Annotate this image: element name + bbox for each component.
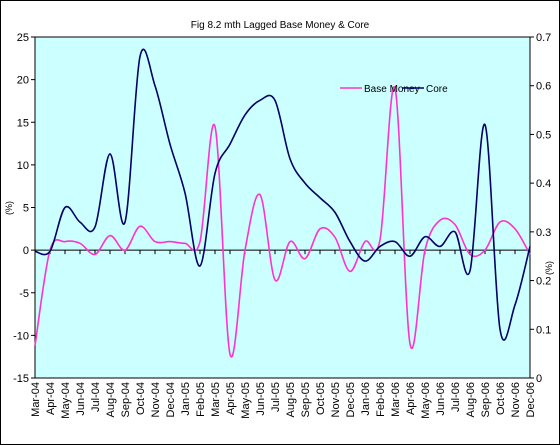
y2-tick-label: 0.1 bbox=[536, 324, 551, 336]
y-axis-label: (%) bbox=[4, 201, 14, 215]
x-tick-label: Mar-05 bbox=[210, 382, 222, 417]
x-tick-label: Sep-05 bbox=[300, 382, 312, 417]
x-tick-label: Nov-04 bbox=[150, 382, 162, 417]
x-tick-label: Apr-06 bbox=[405, 382, 417, 415]
x-tick-label: Apr-04 bbox=[45, 382, 57, 415]
y2-tick-label: 0.5 bbox=[536, 129, 551, 141]
legend-label: Core bbox=[426, 84, 448, 95]
x-tick-label: Jan-06 bbox=[360, 382, 372, 416]
x-tick-label: Jun-06 bbox=[435, 382, 447, 416]
line-series bbox=[34, 85, 531, 358]
y-tick-label: 10 bbox=[17, 160, 29, 172]
x-tick-label: Jun-04 bbox=[75, 382, 87, 416]
x-tick-label: Aug-06 bbox=[465, 382, 477, 417]
y-tick-label: -15 bbox=[13, 373, 29, 385]
plot-area bbox=[34, 36, 531, 379]
x-tick-label: Mar-04 bbox=[30, 382, 42, 417]
x-tick-label: Sep-04 bbox=[120, 382, 132, 417]
y2-tick-label: 0.4 bbox=[536, 178, 551, 190]
x-tick-label: Jan-05 bbox=[180, 382, 192, 416]
y-tick-label: 5 bbox=[23, 203, 29, 215]
line-series bbox=[34, 48, 531, 341]
x-tick-label: Aug-05 bbox=[285, 382, 297, 417]
y-tick-label: -5 bbox=[19, 288, 29, 300]
x-tick-label: Dec-06 bbox=[525, 382, 537, 417]
chart-title: Fig 8.2 mth Lagged Base Money & Core bbox=[191, 20, 370, 31]
y-tick-label: 20 bbox=[17, 75, 29, 87]
x-tick-label: May-06 bbox=[420, 382, 432, 419]
x-tick-label: Feb-06 bbox=[375, 382, 387, 417]
y2-tick-label: 0 bbox=[536, 373, 542, 385]
x-tick-label: May-05 bbox=[240, 382, 252, 419]
y-tick-label: 25 bbox=[17, 32, 29, 44]
x-tick-label: Oct-05 bbox=[315, 382, 327, 415]
y-tick-label: 0 bbox=[23, 245, 29, 257]
x-tick-label: May-04 bbox=[60, 382, 72, 419]
x-tick-label: Jul-05 bbox=[270, 382, 282, 412]
y-tick-label: 15 bbox=[17, 117, 29, 129]
x-tick-label: Oct-06 bbox=[495, 382, 507, 415]
x-tick-label: Feb-05 bbox=[195, 382, 207, 417]
x-tick-label: Nov-06 bbox=[510, 382, 522, 417]
x-tick-label: Dec-05 bbox=[345, 382, 357, 417]
y2-tick-label: 0.2 bbox=[536, 276, 551, 288]
y2-axis-label: (%) bbox=[544, 261, 554, 275]
x-tick-label: Jul-04 bbox=[90, 382, 102, 412]
x-tick-label: Jun-05 bbox=[255, 382, 267, 416]
y-tick-label: -10 bbox=[13, 330, 29, 342]
x-tick-label: Nov-05 bbox=[330, 382, 342, 417]
x-tick-label: Aug-04 bbox=[105, 382, 117, 417]
y2-tick-label: 0.7 bbox=[536, 32, 551, 44]
x-tick-label: Jul-06 bbox=[450, 382, 462, 412]
x-tick-label: Oct-04 bbox=[135, 382, 147, 415]
x-tick-label: Sep-06 bbox=[480, 382, 492, 417]
legend-label: Base Money bbox=[364, 84, 420, 95]
x-tick-label: Apr-05 bbox=[225, 382, 237, 415]
y2-tick-label: 0.6 bbox=[536, 81, 551, 93]
x-tick-label: Mar-06 bbox=[390, 382, 402, 417]
y2-tick-label: 0.3 bbox=[536, 227, 551, 239]
x-tick-label: Dec-04 bbox=[165, 382, 177, 417]
